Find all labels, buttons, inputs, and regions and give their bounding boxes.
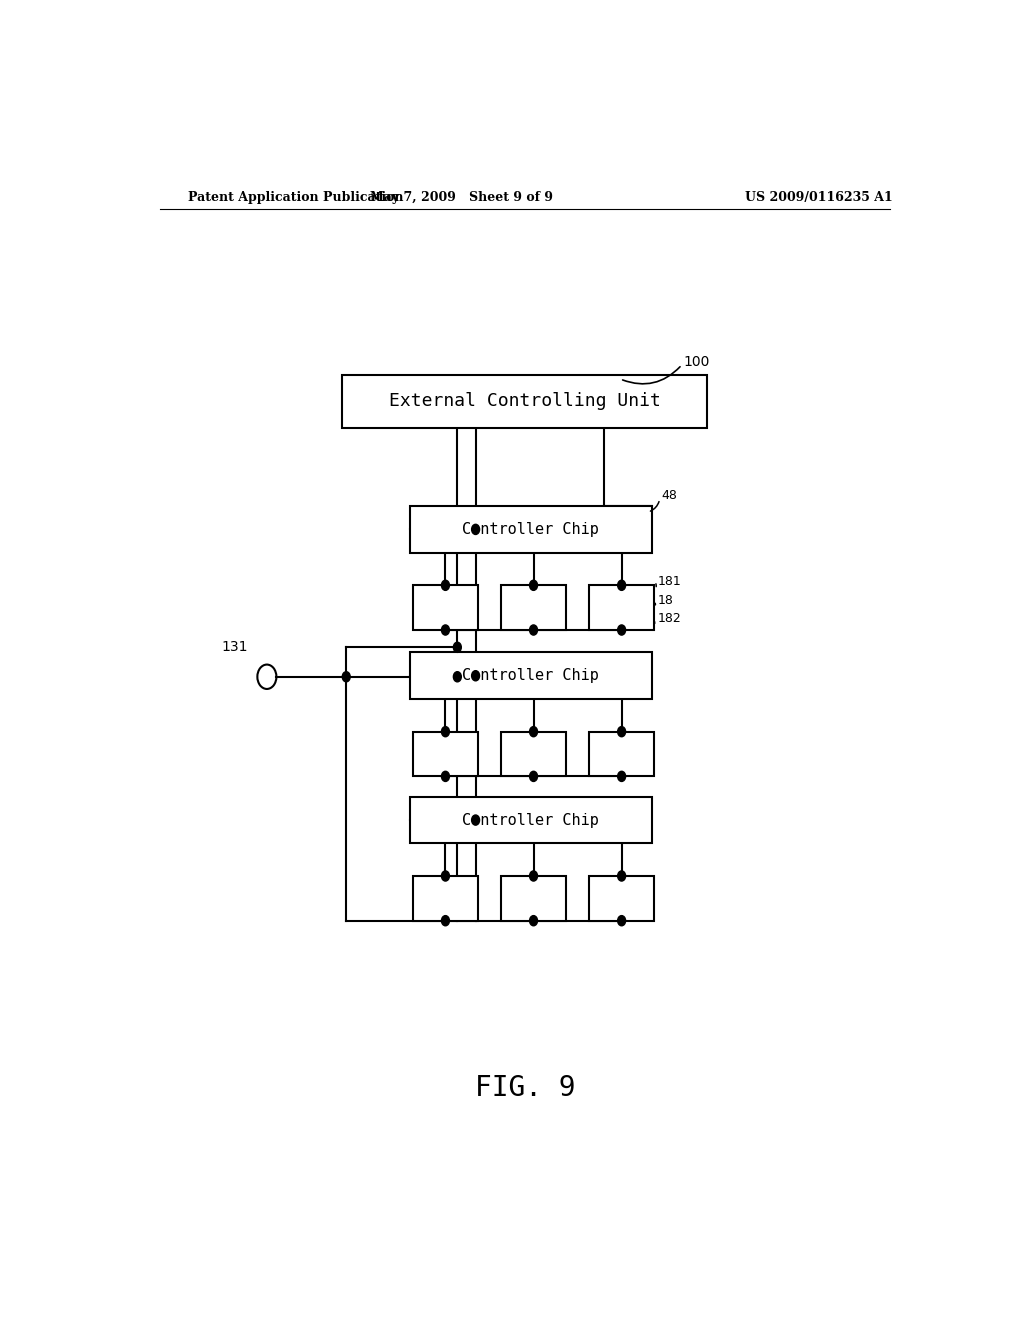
Circle shape [454, 672, 461, 682]
FancyArrowPatch shape [650, 502, 659, 511]
Circle shape [617, 624, 626, 635]
Circle shape [441, 771, 450, 781]
Circle shape [454, 643, 461, 652]
Text: Patent Application Publication: Patent Application Publication [187, 190, 403, 203]
Circle shape [441, 581, 450, 590]
Bar [410, 652, 651, 700]
Circle shape [617, 726, 626, 737]
Circle shape [617, 916, 626, 925]
Circle shape [529, 771, 538, 781]
Text: 182: 182 [658, 612, 682, 626]
Text: Controller Chip: Controller Chip [462, 521, 599, 537]
Bar [501, 585, 566, 630]
Text: FIG. 9: FIG. 9 [474, 1074, 575, 1102]
Text: May 7, 2009   Sheet 9 of 9: May 7, 2009 Sheet 9 of 9 [370, 190, 553, 203]
Circle shape [441, 726, 450, 737]
Circle shape [529, 871, 538, 880]
Text: 18: 18 [658, 594, 674, 607]
Circle shape [529, 916, 538, 925]
Circle shape [342, 672, 350, 682]
Bar [589, 876, 654, 921]
Text: Controller Chip: Controller Chip [462, 668, 599, 684]
Text: 48: 48 [662, 490, 677, 503]
Bar [501, 876, 566, 921]
Text: Controller Chip: Controller Chip [462, 813, 599, 828]
Circle shape [529, 726, 538, 737]
Bar [413, 731, 478, 776]
Circle shape [529, 581, 538, 590]
Circle shape [617, 871, 626, 880]
Circle shape [472, 524, 479, 535]
Circle shape [441, 871, 450, 880]
Circle shape [441, 624, 450, 635]
Bar [589, 585, 654, 630]
Circle shape [617, 771, 626, 781]
Text: External Controlling Unit: External Controlling Unit [389, 392, 660, 411]
Bar [410, 797, 651, 843]
Bar [589, 731, 654, 776]
FancyArrowPatch shape [623, 367, 680, 384]
Circle shape [529, 624, 538, 635]
Circle shape [441, 916, 450, 925]
Text: 181: 181 [658, 574, 682, 587]
Bar [501, 731, 566, 776]
Circle shape [617, 581, 626, 590]
Circle shape [472, 814, 479, 825]
Bar [342, 375, 708, 428]
Text: US 2009/0116235 A1: US 2009/0116235 A1 [744, 190, 892, 203]
Circle shape [472, 671, 479, 681]
Text: 100: 100 [684, 355, 710, 368]
Text: 131: 131 [221, 640, 248, 655]
Bar [413, 585, 478, 630]
Bar [413, 876, 478, 921]
Bar [410, 506, 651, 553]
